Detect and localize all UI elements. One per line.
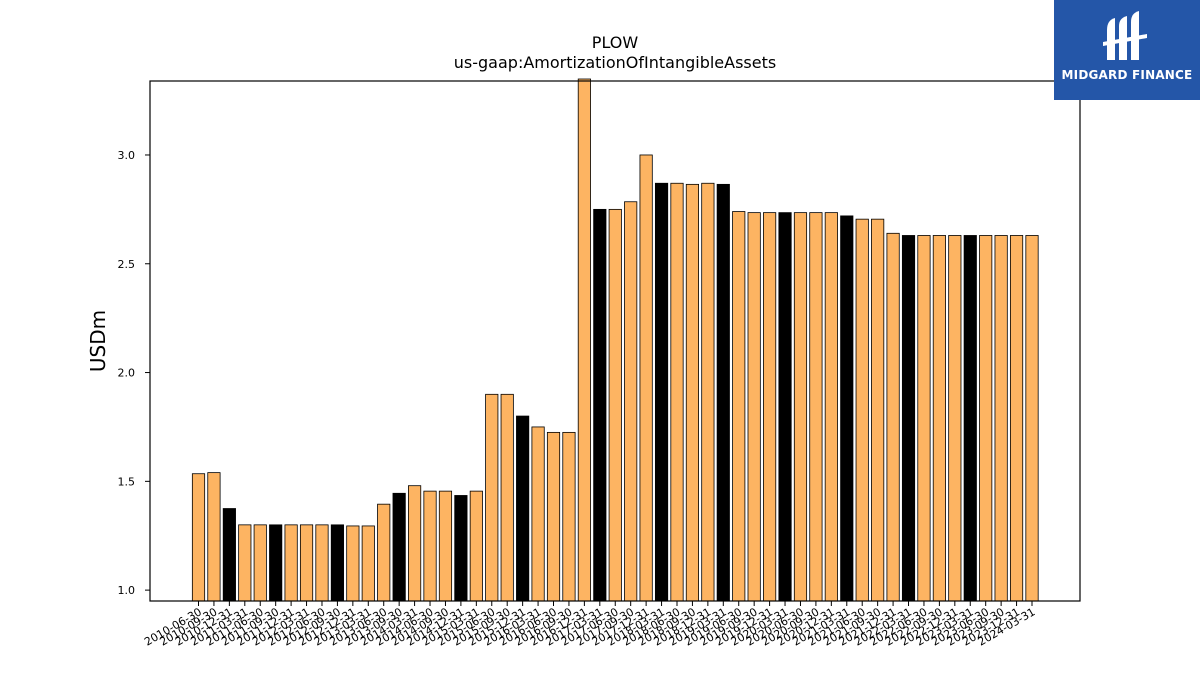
bar-2019-03-31 <box>716 183 730 602</box>
y-axis-ticks: 1.0 1.5 2.0 2.5 3.0 <box>118 149 150 597</box>
bar-2020-09-30 <box>809 212 823 602</box>
bar-2023-03-31 <box>963 235 977 602</box>
bar-2011-03-31 <box>238 524 252 602</box>
bar-2012-06-30 <box>315 524 329 602</box>
bar-2017-06-30 <box>608 208 622 602</box>
bar-2015-06-30 <box>485 393 499 602</box>
bars-group <box>191 78 1039 602</box>
bar-2012-03-31 <box>299 524 314 602</box>
bar-2022-03-31 <box>901 235 916 602</box>
y-tick-label: 2.0 <box>118 367 136 380</box>
bar-2020-03-31 <box>778 212 792 602</box>
bar-2021-03-31 <box>840 215 854 602</box>
bar-2023-09-30 <box>994 235 1008 602</box>
bar-2019-06-30 <box>732 211 746 602</box>
bar-2017-09-30 <box>624 201 638 602</box>
bar-2017-03-31 <box>593 208 607 602</box>
brand-logo: MIDGARD FINANCE <box>1054 0 1200 100</box>
bar-2013-09-30 <box>392 492 406 602</box>
bar-2015-09-30 <box>500 393 514 602</box>
bar-2014-09-30 <box>438 490 453 602</box>
bar-2010-12-31 <box>222 508 236 602</box>
bar-2022-12-31 <box>948 235 962 602</box>
x-axis-ticks: 2010-06-302010-09-302010-12-312011-03-31… <box>142 601 1038 649</box>
bar-2018-06-30 <box>670 182 684 602</box>
brand-name: MIDGARD FINANCE <box>1061 68 1193 82</box>
bar-2022-09-30 <box>932 235 946 602</box>
y-tick-label: 2.5 <box>118 258 136 271</box>
plot-area-frame <box>149 80 1081 602</box>
bar-2018-12-31 <box>701 182 715 602</box>
bar-2018-03-31 <box>654 182 669 602</box>
bar-2015-03-31 <box>469 490 483 602</box>
y-tick-label: 3.0 <box>118 149 136 162</box>
y-axis-label: USDm <box>86 310 110 372</box>
bar-2019-09-30 <box>747 212 761 602</box>
bar-2011-12-31 <box>284 524 298 602</box>
y-tick-label: 1.0 <box>118 584 136 597</box>
bar-2014-03-31 <box>408 485 422 602</box>
bar-2010-09-30 <box>207 472 221 602</box>
bar-2023-12-31 <box>1009 235 1024 602</box>
bar-2011-09-30 <box>269 524 283 602</box>
chart-title: PLOW <box>592 33 639 52</box>
bar-2020-06-30 <box>793 212 808 602</box>
y-tick-label: 1.5 <box>118 475 136 488</box>
bar-2016-03-31 <box>531 426 545 602</box>
bar-2024-03-31 <box>1025 235 1039 602</box>
bar-2019-12-31 <box>763 212 777 602</box>
bar-2021-09-30 <box>871 218 885 602</box>
bar-2023-06-30 <box>979 235 993 602</box>
bar-2018-09-30 <box>685 183 700 602</box>
bar-2021-12-31 <box>886 232 900 602</box>
bar-2016-06-30 <box>546 431 561 602</box>
bar-2013-03-31 <box>361 525 375 602</box>
bar-2016-12-31 <box>577 78 591 602</box>
bar-2016-09-30 <box>562 431 576 602</box>
bar-2010-06-30 <box>191 473 206 602</box>
bar-2012-12-31 <box>346 525 360 602</box>
brand-logo-icon <box>1103 11 1147 60</box>
bar-2022-06-30 <box>917 235 931 602</box>
bar-2020-12-31 <box>824 212 838 602</box>
bar-2017-12-31 <box>639 154 653 602</box>
bar-2014-12-31 <box>454 495 468 602</box>
bar-2021-06-30 <box>855 218 869 602</box>
bar-2014-06-30 <box>423 490 437 602</box>
bar-2011-06-30 <box>253 524 267 602</box>
chart-subtitle: us-gaap:AmortizationOfIntangibleAssets <box>454 53 776 72</box>
bar-2012-09-30 <box>330 524 344 602</box>
bar-2013-06-30 <box>377 503 391 602</box>
bar-2015-12-31 <box>516 415 530 602</box>
